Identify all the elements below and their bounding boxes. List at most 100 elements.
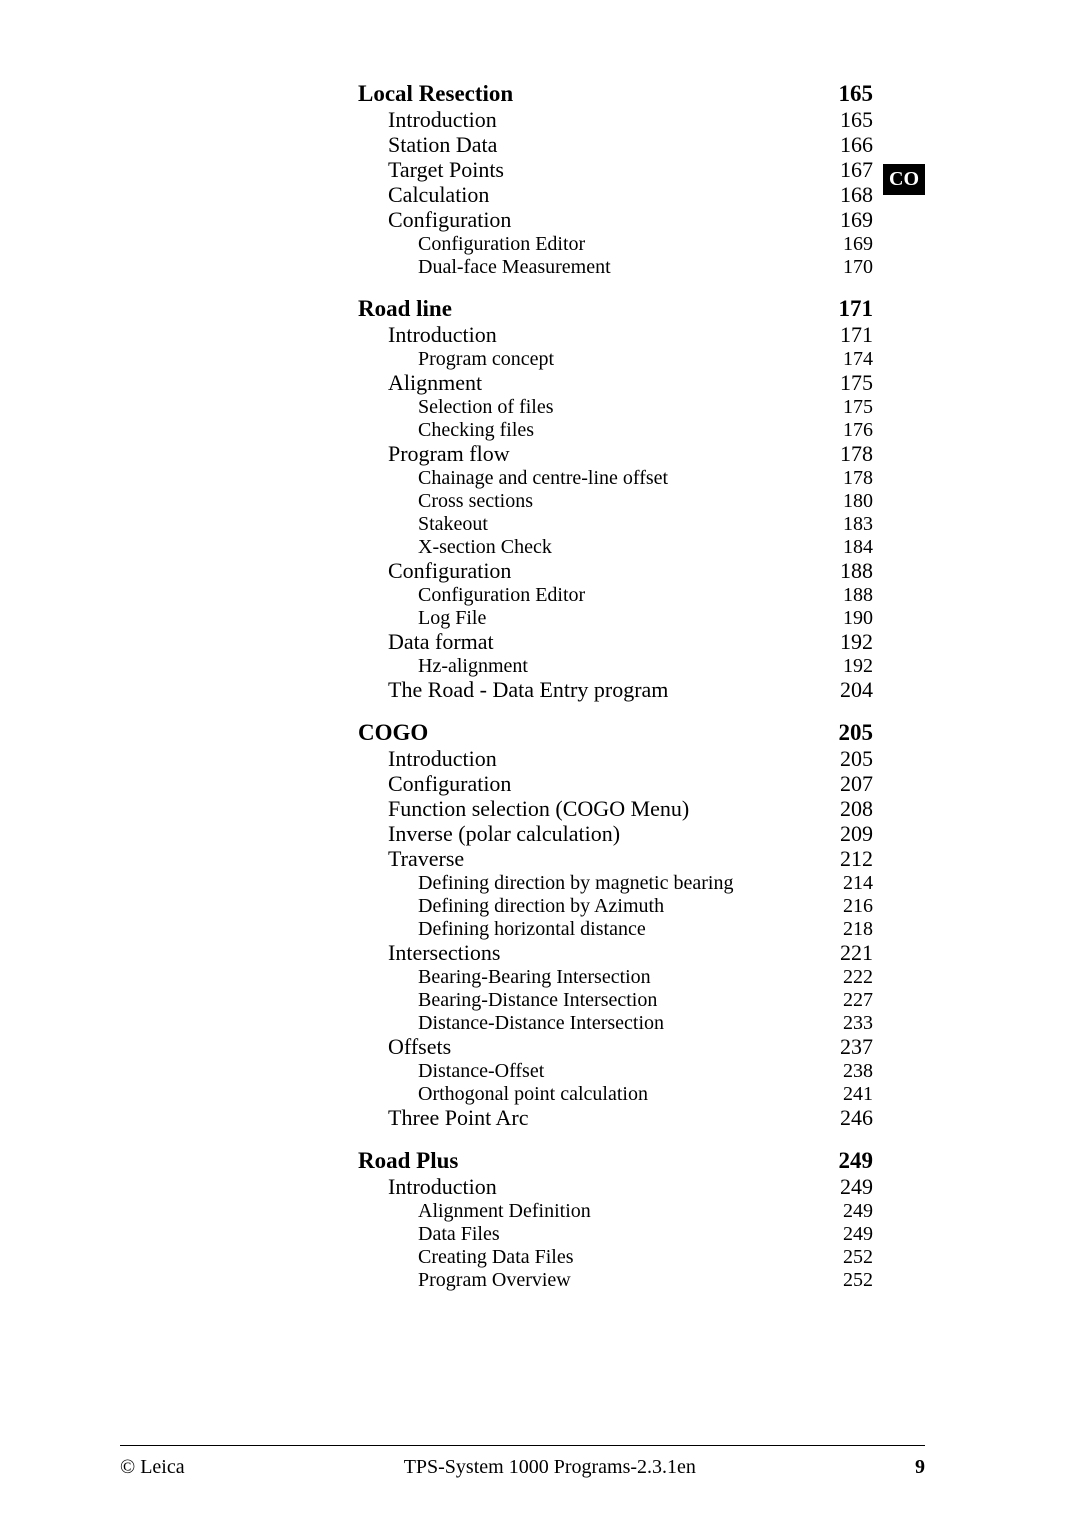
toc-entry-label: Defining horizontal distance <box>418 919 646 939</box>
toc-section-heading: COGO205 <box>358 721 873 744</box>
toc-entry: Configuration 169 <box>358 209 873 231</box>
toc-entry: Intersections 221 <box>358 942 873 964</box>
toc-entry-label: Configuration <box>388 773 511 795</box>
toc-entry: Cross sections180 <box>358 491 873 511</box>
toc-entry-page: 227 <box>823 990 873 1010</box>
toc-entry-page: 192 <box>823 656 873 676</box>
toc-entry-page: 183 <box>823 514 873 534</box>
toc-entry-label: Intersections <box>388 942 500 964</box>
toc-entry: Program concept174 <box>358 349 873 369</box>
toc-entry: X-section Check184 <box>358 537 873 557</box>
toc-entry-label: Hz-alignment <box>418 656 528 676</box>
toc-entry-label: Configuration Editor <box>418 234 585 254</box>
toc-entry-page: 175 <box>823 397 873 417</box>
toc-entry-page: 252 <box>823 1247 873 1267</box>
toc-entry: Defining direction by Azimuth 216 <box>358 896 873 916</box>
toc-section-heading: Road line 171 <box>358 297 873 320</box>
toc-entry: Introduction249 <box>358 1176 873 1198</box>
toc-entry: Dual-face Measurement 170 <box>358 257 873 277</box>
toc-entry: Defining direction by magnetic bearing21… <box>358 873 873 893</box>
toc-entry: Introduction171 <box>358 324 873 346</box>
toc-entry-label: Target Points <box>388 159 504 181</box>
side-tab: CO <box>883 164 925 195</box>
toc-entry-page: 192 <box>823 631 873 653</box>
toc-entry-page: 222 <box>823 967 873 987</box>
table-of-contents: Local Resection165 Introduction 165 Station… <box>358 82 873 1290</box>
toc-entry-page: 238 <box>823 1061 873 1081</box>
toc-section-title: Local Resection <box>358 82 513 105</box>
toc-entry-page: 165 <box>823 109 873 131</box>
toc-entry: Creating Data Files252 <box>358 1247 873 1267</box>
toc-entry: Introduction205 <box>358 748 873 770</box>
toc-entry-label: Dual-face Measurement <box>418 257 611 277</box>
toc-entry-page: 180 <box>823 491 873 511</box>
toc-entry-label: Defining direction by Azimuth <box>418 896 664 916</box>
toc-entry-label: The Road - Data Entry program <box>388 679 668 701</box>
toc-entry-page: 216 <box>823 896 873 916</box>
toc-entry-label: Function selection (COGO Menu) <box>388 798 689 820</box>
toc-entry-label: Orthogonal point calculation <box>418 1084 648 1104</box>
toc-entry-page: 212 <box>823 848 873 870</box>
toc-entry-page: 167 <box>823 159 873 181</box>
toc-entry: Chainage and centre-line offset178 <box>358 468 873 488</box>
toc-entry-label: Checking files <box>418 420 534 440</box>
toc-section-heading: Road Plus249 <box>358 1149 873 1172</box>
toc-entry-label: Traverse <box>388 848 464 870</box>
toc-entry: Configuration Editor188 <box>358 585 873 605</box>
toc-entry: Configuration188 <box>358 560 873 582</box>
toc-entry-label: Alignment Definition <box>418 1201 591 1221</box>
toc-section-page: 171 <box>823 297 873 320</box>
toc-entry-label: Calculation <box>388 184 489 206</box>
toc-entry: Inverse (polar calculation)209 <box>358 823 873 845</box>
toc-entry-page: 170 <box>823 257 873 277</box>
toc-entry-label: Alignment <box>388 372 482 394</box>
toc-entry: Orthogonal point calculation241 <box>358 1084 873 1104</box>
toc-entry: Hz-alignment 192 <box>358 656 873 676</box>
toc-entry: Program Overview252 <box>358 1270 873 1290</box>
toc-entry-label: Selection of files <box>418 397 554 417</box>
toc-entry-page: 174 <box>823 349 873 369</box>
toc-entry-page: 169 <box>823 209 873 231</box>
footer-copyright: © Leica <box>120 1456 185 1479</box>
footer-page-number: 9 <box>915 1456 925 1479</box>
toc-section-page: 249 <box>823 1149 873 1172</box>
toc-entry-label: Stakeout <box>418 514 488 534</box>
toc-entry: Alignment Definition 249 <box>358 1201 873 1221</box>
toc-entry-label: Introduction <box>388 109 497 131</box>
toc-entry: Alignment 175 <box>358 372 873 394</box>
toc-entry: Introduction 165 <box>358 109 873 131</box>
toc-entry-page: 221 <box>823 942 873 964</box>
toc-entry: Program flow178 <box>358 443 873 465</box>
toc-entry: Data Files249 <box>358 1224 873 1244</box>
toc-entry: Three Point Arc246 <box>358 1107 873 1129</box>
toc-entry-page: 249 <box>823 1201 873 1221</box>
toc-entry-label: Data format <box>388 631 494 653</box>
toc-entry-page: 168 <box>823 184 873 206</box>
toc-entry-label: Introduction <box>388 1176 497 1198</box>
toc-entry-page: 188 <box>823 585 873 605</box>
toc-entry-label: Configuration <box>388 209 511 231</box>
toc-entry: Checking files176 <box>358 420 873 440</box>
toc-entry: Calculation 168 <box>358 184 873 206</box>
toc-entry-label: Bearing-Bearing Intersection <box>418 967 651 987</box>
toc-entry-page: 214 <box>823 873 873 893</box>
toc-entry-page: 205 <box>823 748 873 770</box>
toc-section-title: Road line <box>358 297 452 320</box>
toc-entry: Target Points 167 <box>358 159 873 181</box>
page-footer: © Leica TPS-System 1000 Programs-2.3.1en… <box>120 1445 925 1479</box>
toc-entry-label: Program flow <box>388 443 510 465</box>
toc-entry-page: 249 <box>823 1224 873 1244</box>
toc-entry: Configuration207 <box>358 773 873 795</box>
toc-entry: Selection of files 175 <box>358 397 873 417</box>
toc-entry-label: Chainage and centre-line offset <box>418 468 668 488</box>
toc-entry-page: 184 <box>823 537 873 557</box>
toc-entry: Log File190 <box>358 608 873 628</box>
toc-entry: Station Data166 <box>358 134 873 156</box>
toc-section-heading: Local Resection165 <box>358 82 873 105</box>
toc-entry: Defining horizontal distance218 <box>358 919 873 939</box>
toc-entry: Function selection (COGO Menu)208 <box>358 798 873 820</box>
toc-entry-label: Distance-Offset <box>418 1061 544 1081</box>
toc-entry-page: 175 <box>823 372 873 394</box>
toc-entry-label: Three Point Arc <box>388 1107 529 1129</box>
toc-entry-page: 166 <box>823 134 873 156</box>
